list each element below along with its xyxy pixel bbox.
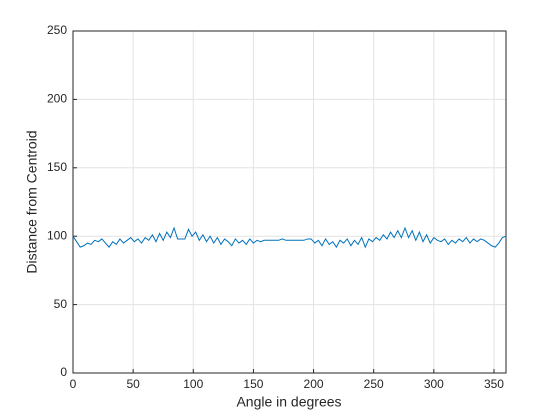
y-tick-label: 200 bbox=[47, 92, 67, 106]
x-axis-label: Angle in degrees bbox=[236, 394, 341, 410]
x-tick-label: 250 bbox=[364, 377, 384, 391]
y-tick-label: 100 bbox=[47, 228, 67, 242]
y-tick-label: 250 bbox=[47, 23, 67, 37]
y-tick-label: 50 bbox=[54, 297, 68, 311]
data-line bbox=[72, 226, 507, 249]
x-tick-label: 350 bbox=[484, 377, 504, 391]
x-tick-label: 150 bbox=[243, 377, 263, 391]
x-tick-label: 50 bbox=[126, 377, 140, 391]
y-axis-label: Distance from Centroid bbox=[24, 130, 40, 273]
x-tick-label: 200 bbox=[304, 377, 324, 391]
x-tick-label: 300 bbox=[424, 377, 444, 391]
y-tick-label: 0 bbox=[60, 365, 67, 379]
x-tick-label: 100 bbox=[183, 377, 203, 391]
x-tick-label: 0 bbox=[70, 377, 77, 391]
plot-frame bbox=[72, 30, 507, 374]
y-tick-label: 150 bbox=[47, 160, 67, 174]
